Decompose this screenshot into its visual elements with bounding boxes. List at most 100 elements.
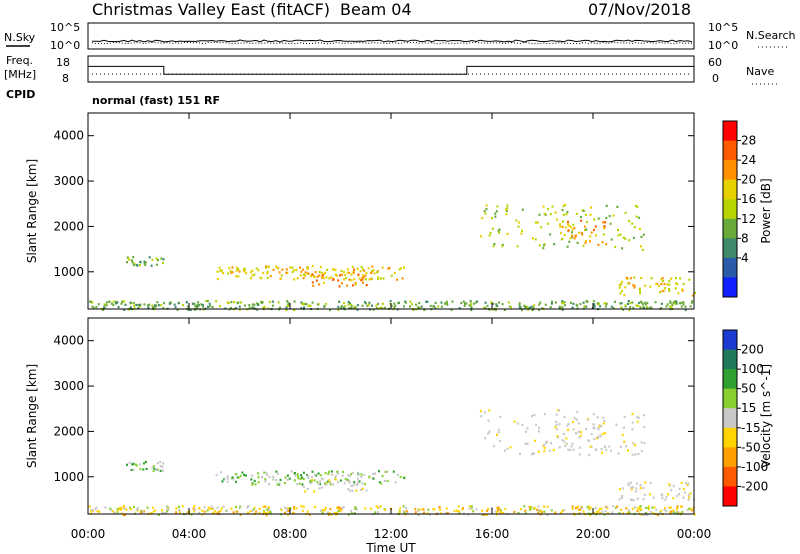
velocity-cell	[241, 471, 244, 474]
power-cell	[372, 269, 375, 272]
velocity-cell	[611, 505, 614, 508]
power-cell	[251, 274, 254, 277]
velocity-cell	[340, 507, 343, 510]
power-cell	[211, 305, 214, 309]
velocity-cell	[276, 483, 279, 486]
power-cell	[564, 304, 566, 307]
velocity-cell	[632, 442, 635, 445]
power-cell	[561, 308, 564, 311]
power-cell	[411, 303, 414, 306]
power-cell	[387, 267, 390, 270]
velocity-cell	[137, 507, 140, 510]
power-cell	[426, 300, 429, 303]
velocity-cell	[445, 507, 448, 510]
velocity-cell	[155, 468, 158, 471]
power-cell	[313, 275, 316, 278]
velocity-cell	[664, 498, 667, 501]
colorbar-tick-label: 4	[741, 251, 749, 265]
power-cell	[343, 302, 345, 305]
power-cell	[128, 258, 131, 261]
power-cell	[624, 237, 627, 240]
power-cell	[347, 300, 350, 304]
velocity-cell	[365, 489, 368, 492]
power-cell	[338, 300, 341, 303]
power-cell	[197, 305, 200, 308]
velocity-cell	[325, 483, 328, 486]
velocity-cell	[201, 509, 204, 512]
colorbar-tick-label: -100	[741, 460, 768, 474]
power-cell	[662, 280, 665, 283]
velocity-ylabel: Slant Range [km]	[25, 364, 39, 468]
power-cell	[643, 301, 646, 304]
power-cell	[668, 287, 671, 291]
velocity-cell	[324, 471, 327, 475]
power-cell	[639, 289, 641, 292]
velocity-cell	[578, 446, 581, 449]
velocity-cell	[524, 512, 527, 515]
velocity-cell	[336, 471, 339, 474]
power-cell	[207, 305, 209, 308]
velocity-cell	[577, 430, 580, 433]
power-cell	[561, 209, 564, 212]
velocity-cell	[261, 476, 264, 479]
velocity-cell	[673, 511, 676, 514]
velocity-cell	[164, 511, 167, 515]
velocity-cell	[532, 452, 535, 455]
power-cell	[314, 271, 317, 274]
velocity-cell	[334, 478, 337, 481]
power-cell	[584, 241, 587, 244]
power-cell	[375, 304, 378, 307]
velocity-cell	[320, 477, 323, 480]
power-cell	[638, 287, 641, 290]
velocity-cell	[348, 475, 351, 478]
velocity-cell	[125, 508, 128, 511]
power-cell	[635, 304, 638, 307]
power-cell	[563, 233, 566, 237]
power-cell	[388, 266, 391, 270]
velocity-cell	[647, 506, 650, 509]
power-cell	[658, 284, 660, 288]
velocity-cell	[339, 479, 342, 482]
power-cell	[675, 277, 677, 280]
power-cell	[619, 302, 622, 305]
power-cell	[555, 218, 558, 221]
power-cell	[671, 303, 674, 306]
velocity-cell	[446, 512, 449, 515]
power-cell	[576, 241, 579, 244]
power-cell	[133, 304, 136, 307]
velocity-cell	[631, 421, 634, 424]
velocity-cell	[372, 472, 375, 475]
power-cell	[137, 307, 139, 310]
velocity-cell	[309, 482, 312, 485]
power-cell	[370, 271, 373, 274]
velocity-cell	[640, 508, 643, 511]
velocity-cell	[129, 506, 131, 509]
power-cell	[132, 264, 135, 267]
power-cell	[490, 301, 493, 304]
velocity-cell	[691, 509, 694, 512]
power-cell	[524, 306, 527, 309]
power-cell	[216, 278, 219, 281]
power-cell	[603, 227, 605, 230]
velocity-cell	[356, 477, 359, 480]
velocity-cell	[578, 436, 581, 439]
velocity-cell	[427, 508, 430, 511]
power-cell	[235, 266, 238, 269]
power-cell	[136, 264, 139, 267]
power-cell	[622, 308, 624, 311]
power-cell	[463, 304, 466, 307]
power-cell	[196, 303, 199, 307]
power-cell	[624, 211, 627, 214]
power-cell	[572, 302, 575, 305]
velocity-cell	[264, 478, 267, 481]
power-cell	[345, 276, 348, 280]
power-cell	[688, 278, 691, 281]
power-cell	[299, 274, 302, 277]
velocity-cell	[502, 511, 505, 514]
power-cell	[306, 267, 309, 271]
velocity-cell	[486, 509, 489, 512]
power-cell	[609, 222, 612, 225]
velocity-cell	[610, 449, 613, 452]
power-cell	[206, 300, 209, 303]
